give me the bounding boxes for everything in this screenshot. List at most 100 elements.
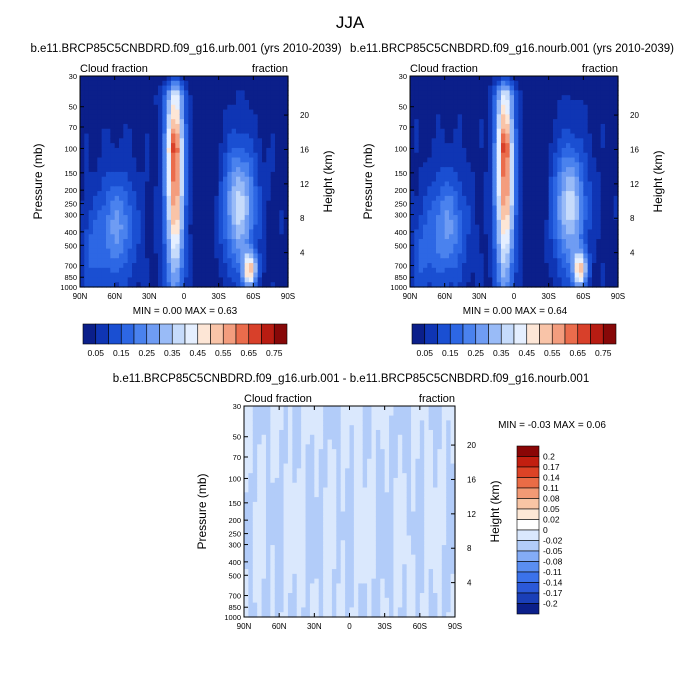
heatmap-cell	[110, 152, 116, 159]
heatmap-cell	[110, 147, 116, 154]
heatmap-cell	[592, 277, 597, 283]
heatmap-cell	[514, 162, 519, 168]
heatmap-cell	[518, 282, 524, 288]
heatmap-cell	[600, 138, 606, 144]
heatmap-cell	[236, 224, 241, 231]
heatmap-cell	[175, 272, 181, 279]
heatmap-cell	[561, 157, 567, 163]
heatmap-cell	[592, 80, 597, 87]
heatmap-cell	[253, 229, 259, 235]
heatmap-cell	[592, 243, 597, 250]
heatmap-cell	[145, 133, 150, 139]
heatmap-cell	[501, 162, 506, 168]
heatmap-cell	[244, 277, 250, 283]
heatmap-cell	[140, 157, 146, 163]
heatmap-cell	[136, 272, 142, 279]
heatmap-cell	[505, 128, 511, 135]
heatmap-cell	[283, 559, 289, 565]
heatmap-cell	[275, 215, 280, 221]
heatmap-cell	[466, 253, 472, 259]
heatmap-cell	[436, 147, 441, 154]
heatmap-cell	[166, 119, 172, 125]
heatmap-cell	[296, 540, 302, 546]
heatmap-cell	[140, 99, 146, 106]
heatmap-cell	[252, 597, 258, 604]
y-tick-label: 1000	[390, 283, 407, 292]
heatmap-cell	[548, 162, 554, 168]
heatmap-cell	[236, 272, 241, 279]
heatmap-cell	[535, 215, 541, 221]
heatmap-cell	[423, 229, 428, 235]
heatmap-cell	[210, 104, 215, 111]
heatmap-cell	[179, 282, 185, 288]
heatmap-cell	[279, 410, 285, 417]
heatmap-cell	[431, 143, 437, 149]
heatmap-cell	[244, 573, 249, 580]
heatmap-cell	[488, 162, 493, 168]
heatmap-cell	[570, 123, 576, 130]
heatmap-cell	[479, 215, 485, 221]
heatmap-cell	[449, 263, 454, 269]
heatmap-cell	[262, 114, 267, 120]
heatmap-cell	[274, 501, 280, 508]
heatmap-cell	[287, 425, 293, 431]
heatmap-cell	[453, 152, 459, 159]
heatmap-cell	[162, 258, 168, 264]
heatmap-cell	[414, 200, 420, 207]
heatmap-cell	[587, 253, 593, 259]
heatmap-cell	[570, 162, 576, 168]
heatmap-cell	[127, 138, 133, 144]
heatmap-cell	[175, 234, 181, 240]
heatmap-cell	[80, 99, 85, 106]
heatmap-cell	[261, 501, 267, 508]
heatmap-cell	[166, 253, 172, 259]
heatmap-cell	[440, 186, 446, 192]
heatmap-cell	[114, 195, 120, 202]
heatmap-cell	[279, 607, 285, 613]
heatmap-cell	[522, 253, 528, 259]
heatmap-cell	[274, 497, 280, 503]
colorbar-label: 0.65	[240, 348, 257, 358]
heatmap-cell	[179, 133, 185, 139]
heatmap-cell	[149, 133, 155, 139]
heatmap-cell	[431, 85, 437, 91]
heatmap-cell	[514, 147, 519, 154]
heatmap-cell	[457, 138, 463, 144]
heatmap-cell	[557, 234, 563, 240]
heatmap-cell	[579, 205, 584, 211]
heatmap-cell	[240, 99, 246, 106]
heatmap-cell	[522, 157, 528, 163]
heatmap-cell	[114, 95, 120, 101]
heatmap-cell	[106, 119, 111, 125]
heatmap-cell	[418, 85, 424, 91]
heatmap-cell	[414, 210, 420, 216]
heatmap-cell	[110, 239, 116, 245]
heatmap-cell	[292, 554, 298, 561]
heatmap-cell	[414, 157, 420, 163]
heatmap-cell	[218, 282, 224, 288]
heatmap-cell	[444, 215, 450, 221]
heatmap-cell	[488, 205, 493, 211]
heatmap-cell	[214, 200, 220, 207]
heatmap-cell	[166, 128, 172, 135]
heatmap-cell	[240, 181, 246, 187]
heatmap-cell	[162, 85, 168, 91]
heatmap-cell	[431, 176, 437, 183]
heatmap-cell	[252, 458, 258, 465]
heatmap-cell	[97, 282, 103, 288]
heatmap-cell	[192, 248, 198, 255]
heatmap-cell	[145, 215, 150, 221]
heatmap-cell	[544, 171, 550, 178]
heatmap-cell	[283, 554, 289, 561]
heatmap-cell	[114, 234, 120, 240]
heatmap-cell	[566, 282, 571, 288]
heatmap-cell	[214, 123, 220, 130]
heatmap-cell	[158, 167, 163, 173]
heatmap-cell	[275, 239, 280, 245]
heatmap-cell	[158, 239, 163, 245]
heatmap-cell	[566, 234, 571, 240]
heatmap-cell	[492, 181, 498, 187]
heatmap-cell	[84, 99, 90, 106]
heatmap-cell	[270, 128, 276, 135]
heatmap-cell	[236, 191, 241, 197]
